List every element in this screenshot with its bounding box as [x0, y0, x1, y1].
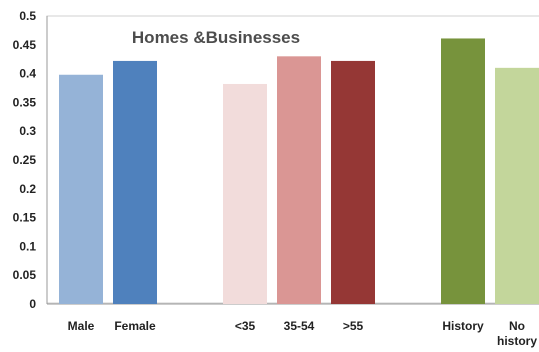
bar-series [59, 38, 539, 305]
y-tick-label: 0.3 [19, 124, 36, 138]
x-category-label-line: history [497, 334, 537, 348]
y-tick-label: 0.1 [19, 239, 36, 253]
bar-history [441, 38, 485, 305]
x-category-label: <35 [235, 319, 256, 333]
x-category-label: >55 [343, 319, 364, 333]
x-category-label: No history [497, 319, 537, 348]
bar-no-history [495, 67, 539, 304]
y-axis-ticks: 0 0.05 0.1 0.15 0.2 0.25 0.3 0.35 0.4 0.45 0.5 [13, 9, 37, 311]
y-tick-label: 0 [29, 297, 36, 311]
y-tick-label: 0.4 [19, 67, 36, 81]
x-category-label-line: No [509, 319, 525, 333]
bar-female [113, 60, 157, 304]
bar-35-54 [277, 56, 321, 304]
x-category-label: Male [68, 319, 95, 333]
y-tick-label: 0.35 [13, 95, 37, 109]
bar-55 [331, 60, 375, 304]
y-tick-label: 0.05 [13, 268, 37, 282]
y-tick-label: 0.45 [13, 38, 37, 52]
chart-title: Homes &Businesses [132, 28, 300, 47]
y-tick-label: 0.15 [13, 211, 37, 225]
bar-35 [223, 83, 267, 304]
x-axis-labels: Male Female <35 35-54 >55 History No history [68, 319, 538, 348]
x-category-label: Female [114, 319, 156, 333]
y-tick-label: 0.2 [19, 182, 36, 196]
x-category-label: History [442, 319, 484, 333]
y-tick-label: 0.25 [13, 153, 37, 167]
x-category-label: 35-54 [284, 319, 315, 333]
bar-male [59, 74, 103, 304]
y-tick-label: 0.5 [19, 9, 36, 23]
